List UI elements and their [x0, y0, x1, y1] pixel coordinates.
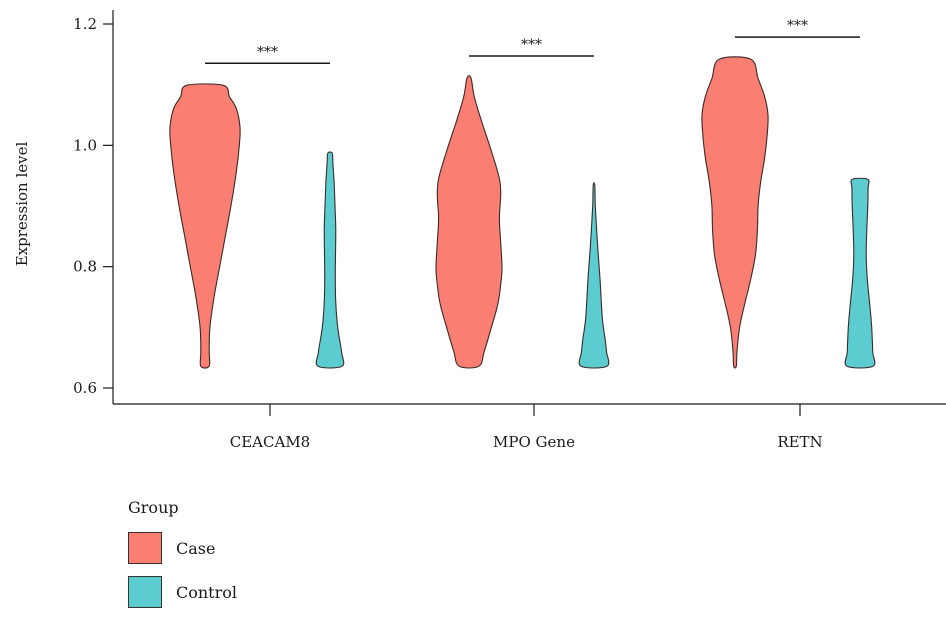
legend-swatch-case [128, 532, 162, 564]
violins-layer [169, 56, 876, 369]
legend-item-control: Control [128, 575, 237, 609]
legend-item-case: Case [128, 531, 237, 565]
x-tick-label: MPO Gene [493, 433, 575, 451]
y-tick-label: 0.8 [73, 258, 97, 276]
legend-title: Group [128, 498, 179, 517]
violin-control-ceacam8 [315, 151, 345, 369]
x-tick-label: CEACAM8 [230, 433, 310, 451]
violin-case-mpo-gene [435, 75, 503, 369]
legend: Group Case Control [128, 498, 237, 619]
significance-label: *** [787, 18, 808, 34]
y-tick-label: 1.0 [73, 136, 97, 154]
violin-control-retn [844, 177, 876, 369]
violin-case-retn [701, 56, 769, 369]
significance-label: *** [257, 44, 278, 60]
y-tick-label: 0.6 [73, 379, 97, 397]
violin-control-mpo-gene [578, 182, 610, 369]
x-tick-label: RETN [777, 433, 822, 451]
violin-case-ceacam8 [169, 83, 241, 369]
legend-swatch-control [128, 576, 162, 608]
y-axis-label: Expression level [13, 142, 31, 267]
y-tick-label: 1.2 [73, 15, 97, 33]
axes-layer: 0.6 0.8 1.0 1.2 CEACAM8 MPO Gene RETN [73, 10, 946, 451]
significance-label: *** [521, 37, 542, 53]
legend-label-case: Case [176, 538, 216, 558]
significance-layer: *** *** *** [205, 18, 860, 65]
legend-label-control: Control [176, 582, 238, 602]
